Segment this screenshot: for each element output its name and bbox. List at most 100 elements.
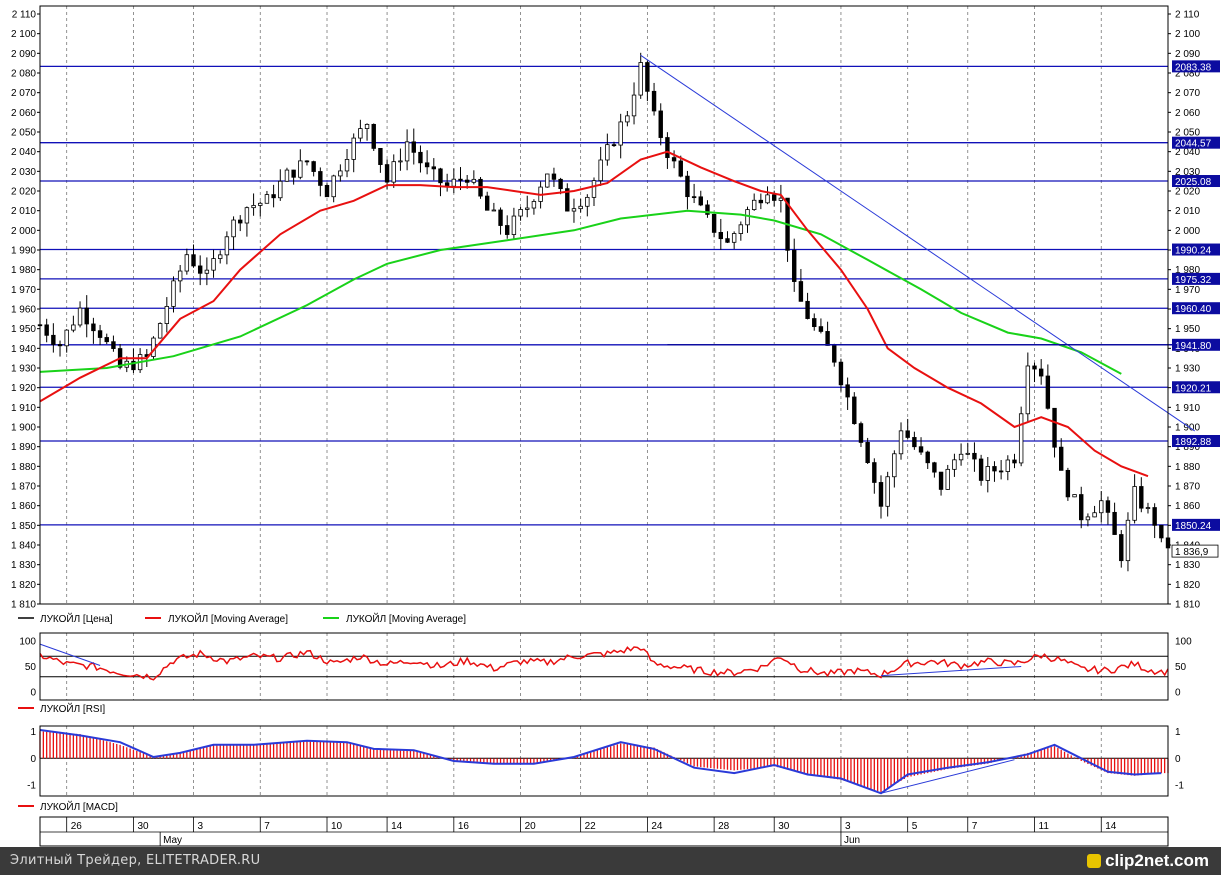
- candle-body: [1105, 500, 1111, 513]
- candle-body: [111, 341, 116, 349]
- date-tick-label: 14: [391, 821, 403, 832]
- candle-body: [211, 258, 216, 271]
- candle-body: [865, 442, 870, 463]
- candle-body: [998, 470, 1004, 473]
- candle-body: [912, 437, 917, 448]
- candle-body: [905, 430, 910, 438]
- y-tick-label-left: 1 940: [11, 344, 36, 355]
- y-tick-label-left: 1 930: [11, 364, 36, 375]
- candle-body: [751, 199, 757, 210]
- candle-body: [638, 62, 643, 96]
- macd-frame: [39, 725, 1169, 797]
- candle-body: [271, 194, 276, 199]
- ma-slow-line: [39, 209, 1122, 375]
- candle-body: [291, 169, 296, 178]
- level-badge: [1172, 435, 1220, 448]
- y-tick-label-left: 1 870: [11, 482, 36, 493]
- y-tick-label-left: 1 910: [11, 403, 36, 414]
- candle-body: [798, 281, 804, 302]
- date-tick-label: 10: [331, 821, 343, 832]
- candle-body: [978, 458, 984, 481]
- candle-body: [364, 123, 370, 129]
- candle-body: [805, 300, 810, 319]
- candle-body: [64, 329, 69, 347]
- candle-body: [371, 123, 376, 149]
- candle-body: [878, 482, 884, 507]
- candle-body: [618, 121, 623, 146]
- y-tick-label-left: 1 990: [11, 246, 36, 257]
- date-tick-label: 22: [585, 821, 597, 832]
- candle-body: [952, 459, 957, 470]
- candle-body: [678, 160, 683, 177]
- rsi-tick-left: 50: [25, 662, 37, 673]
- candle-body: [284, 169, 290, 182]
- candle-body: [972, 452, 977, 460]
- y-tick-label-right: 1 970: [1175, 285, 1200, 296]
- y-tick-label-right: 1 880: [1175, 462, 1200, 473]
- candle-body: [398, 160, 403, 163]
- rsi-legend: ЛУКОЙЛ [RSI]: [18, 702, 105, 715]
- y-tick-label-left: 2 070: [11, 88, 36, 99]
- y-tick-label-left: 1 970: [11, 285, 36, 296]
- candle-body: [812, 318, 817, 328]
- candle-body: [631, 94, 637, 117]
- candle-body: [464, 179, 470, 183]
- candle-body: [384, 164, 390, 183]
- candle-body: [611, 144, 617, 147]
- y-tick-label-left: 2 040: [11, 147, 36, 158]
- candle-body: [1139, 486, 1144, 509]
- level-label: 1850.24: [1175, 521, 1212, 532]
- candle-body: [691, 196, 697, 199]
- candle-body: [885, 476, 890, 507]
- date-tick-label: 3: [845, 821, 851, 832]
- footer-source: Элитный Трейдер, ELITETRADER.RU: [10, 853, 261, 868]
- y-tick-label-left: 1 850: [11, 521, 36, 532]
- candle-body: [731, 233, 737, 243]
- candle-body: [1125, 519, 1131, 562]
- macd-panel: 1 1 0 0 -1 -1: [27, 725, 1184, 797]
- candle-body: [358, 128, 363, 139]
- candle-body: [898, 430, 904, 455]
- level-badge: [1172, 338, 1220, 351]
- y-tick-label-left: 1 900: [11, 423, 36, 434]
- candle-body: [571, 208, 577, 212]
- candle-body: [1045, 375, 1051, 409]
- rsi-frame: [39, 632, 1169, 701]
- y-tick-label-right: 1 870: [1175, 482, 1200, 493]
- date-tick-label: 7: [972, 821, 978, 832]
- candle-body: [184, 254, 190, 272]
- candle-body: [84, 307, 89, 325]
- macd-tick-right: 0: [1175, 754, 1181, 765]
- date-tick-label: 5: [912, 821, 918, 832]
- candle-body: [658, 110, 663, 138]
- date-tick-label: 26: [71, 821, 83, 832]
- candle-body: [97, 330, 103, 338]
- candle-body: [1112, 511, 1117, 535]
- price-legend: ЛУКОЙЛ [Цена] ЛУКОЙЛ [Moving Average] ЛУ…: [18, 612, 466, 625]
- y-tick-label-left: 2 050: [11, 128, 36, 139]
- candle-body: [945, 468, 950, 490]
- candle-body: [1085, 516, 1091, 521]
- candle-body: [391, 161, 396, 183]
- y-tick-label-right: 2 100: [1175, 29, 1200, 40]
- candle-body: [1119, 534, 1124, 562]
- month-label: May: [163, 835, 182, 846]
- candle-body: [1152, 507, 1157, 526]
- candle-body: [852, 396, 857, 425]
- candle-body: [57, 344, 63, 347]
- candle-body: [304, 160, 310, 163]
- candle-body: [551, 173, 557, 180]
- level-label: 1941.80: [1175, 341, 1212, 352]
- y-tick-label-right: 1 820: [1175, 580, 1200, 591]
- candle-body: [925, 451, 930, 464]
- y-tick-label-right: 2 030: [1175, 167, 1200, 178]
- candle-body: [718, 231, 724, 240]
- y-tick-label-right: 1 900: [1175, 423, 1200, 434]
- candle-body: [177, 270, 183, 282]
- candle-body: [932, 462, 937, 473]
- candle-body: [711, 213, 717, 233]
- candle-body: [1038, 368, 1044, 377]
- price-trend-line: [640, 54, 1195, 432]
- level-badge: [1172, 175, 1220, 188]
- candle-body: [511, 215, 517, 235]
